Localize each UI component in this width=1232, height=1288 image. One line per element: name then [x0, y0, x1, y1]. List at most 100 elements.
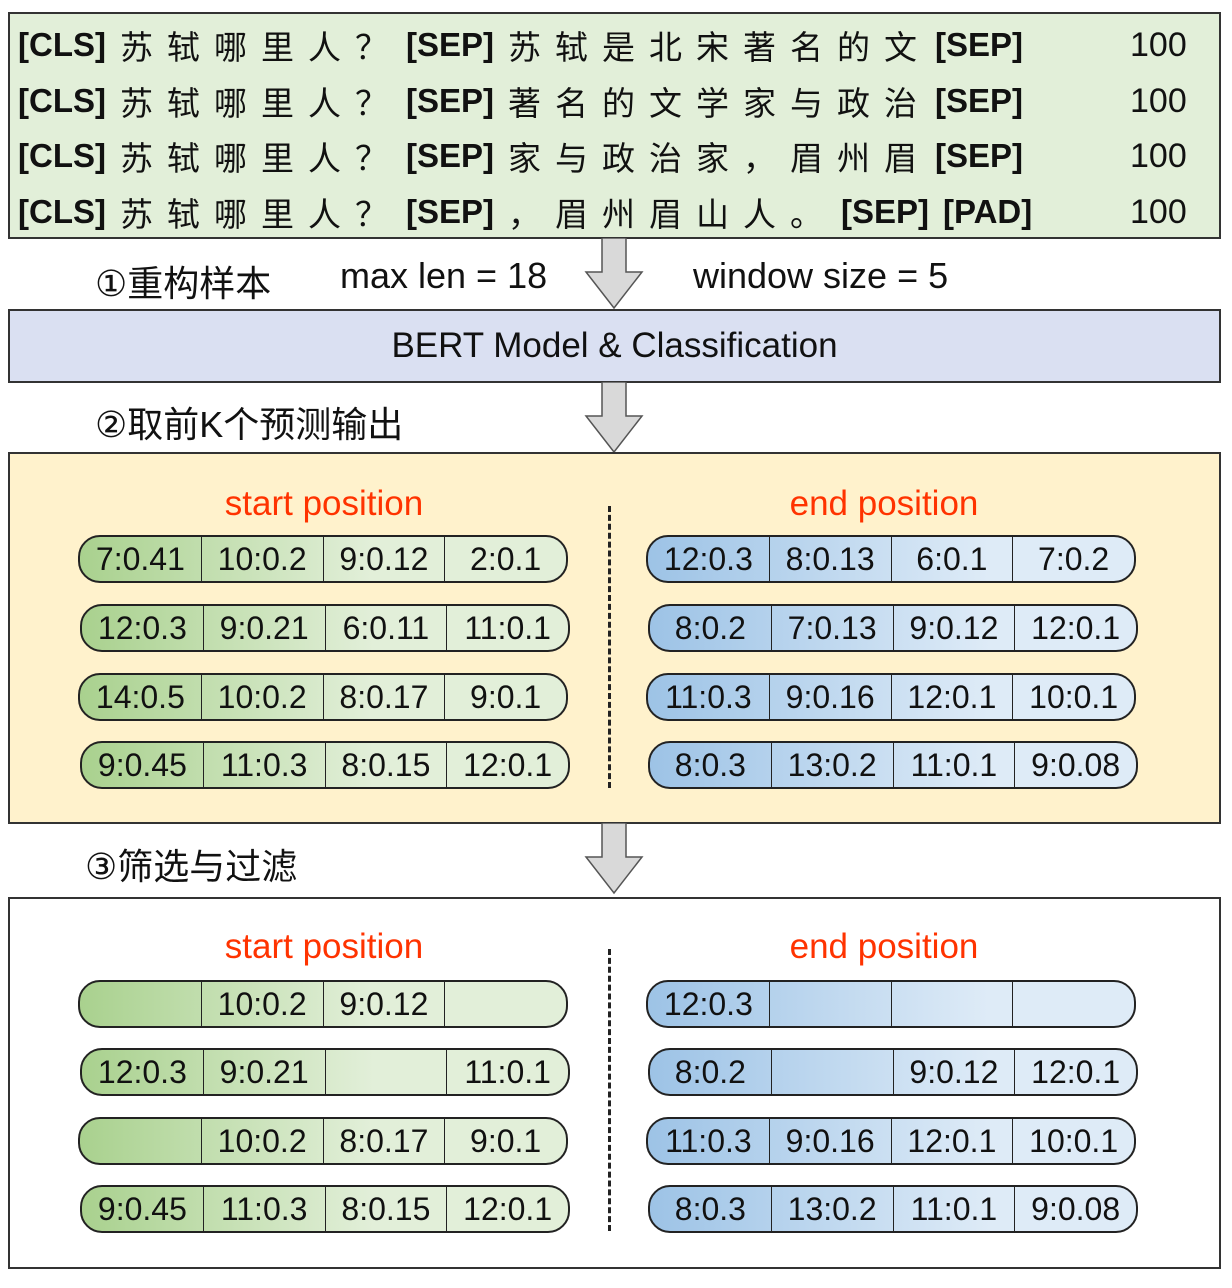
position-score-cell: 11:0.1	[446, 1050, 568, 1094]
end-position-topk-row: 11:0.3 9:0.16 12:0.1 10:0.1	[646, 673, 1136, 721]
end-position-topk-row: 8:0.3 13:0.2 11:0.1 9:0.08	[648, 741, 1138, 789]
position-score-cell: 11:0.3	[665, 1122, 752, 1159]
position-score-cell: 10:0.2	[200, 675, 323, 719]
position-score-cell: 12:0.3	[663, 985, 753, 1022]
dashed-divider	[608, 949, 611, 1231]
position-score-cell: 11:0.3	[202, 1187, 325, 1231]
position-score-cell: 8:0.3	[674, 746, 746, 783]
position-score-cell: 9:0.12	[892, 1050, 1015, 1094]
end-position-topk-row: 8:0.2 7:0.13 9:0.12 12:0.1	[648, 604, 1138, 652]
start-position-topk-row: 7:0.41 10:0.2 9:0.12 2:0.1	[78, 535, 568, 583]
position-score-cell: 12:0.1	[446, 743, 568, 787]
sample-text: 家与政治家，眉州眉	[508, 140, 931, 177]
position-score-cell: 8:0.13	[768, 537, 891, 581]
sample-text: 苏轼哪里人？	[119, 195, 402, 233]
position-score-cell: 6:0.11	[324, 606, 447, 650]
special-token: [SEP]	[935, 137, 1024, 174]
arrow-down-icon	[584, 238, 644, 310]
sample-text: 著名的文学家与政治	[508, 84, 931, 122]
position-score-cell: 12:0.1	[890, 1119, 1013, 1163]
position-score-cell: 11:0.3	[202, 743, 325, 787]
bert-model-box: BERT Model & Classification	[8, 309, 1221, 383]
position-score-cell	[444, 982, 566, 1026]
position-score-cell: 12:0.3	[97, 609, 187, 646]
input-sample-row: [CLS] 苏轼哪里人？ [SEP] 苏轼是北宋著名的文 [SEP]	[18, 20, 1037, 70]
end-position-title: end position	[789, 927, 979, 966]
sample-score: 100	[1130, 81, 1187, 120]
position-score-cell: 9:0.12	[322, 982, 445, 1026]
position-score-cell: 9:0.16	[768, 1119, 891, 1163]
position-score-cell: 10:0.2	[200, 1119, 323, 1163]
start-position-topk-row: 14:0.5 10:0.2 8:0.17 9:0.1	[78, 673, 568, 721]
start-position-title: start position	[224, 484, 424, 523]
position-score-cell: 8:0.15	[324, 743, 447, 787]
special-token: [SEP]	[405, 192, 494, 230]
position-score-cell: 11:0.1	[892, 1187, 1015, 1231]
position-score-cell: 9:0.21	[202, 1050, 325, 1094]
position-score-cell: 9:0.45	[97, 746, 187, 783]
position-score-cell: 13:0.2	[770, 1187, 893, 1231]
sample-text: 苏轼哪里人？	[119, 84, 402, 122]
position-score-cell: 12:0.1	[1014, 1050, 1136, 1094]
step3-label: ③筛选与过滤	[85, 846, 298, 887]
sample-text: ，眉州眉山人。	[508, 195, 837, 233]
position-score-cell: 12:0.1	[890, 675, 1013, 719]
special-token: [PAD]	[943, 192, 1033, 230]
position-score-cell: 8:0.17	[322, 1119, 445, 1163]
position-score-cell: 11:0.3	[665, 678, 752, 715]
input-sample-row: [CLS] 苏轼哪里人？ [SEP] 著名的文学家与政治 [SEP]	[18, 76, 1037, 126]
special-token: [SEP]	[935, 81, 1024, 119]
sample-score: 100	[1130, 137, 1187, 175]
input-samples-box: [CLS] 苏轼哪里人？ [SEP] 苏轼是北宋著名的文 [SEP] 100 [CLS] 苏轼…	[8, 12, 1221, 239]
end-position-title: end position	[789, 484, 979, 523]
position-score-cell: 9:0.08	[1014, 743, 1136, 787]
end-position-topk-row: 8:0.2 9:0.12 12:0.1	[648, 1048, 1138, 1096]
position-score-cell: 7:0.13	[770, 606, 893, 650]
position-score-cell: 9:0.08	[1014, 1187, 1136, 1231]
position-score-cell	[80, 1119, 201, 1163]
position-score-cell: 9:0.12	[322, 537, 445, 581]
end-position-topk-row: 12:0.3	[646, 980, 1136, 1028]
special-token: [CLS]	[18, 192, 106, 230]
position-score-cell: 2:0.1	[444, 537, 566, 581]
position-score-cell: 9:0.21	[202, 606, 325, 650]
position-score-cell	[770, 1050, 893, 1094]
position-score-cell	[80, 982, 201, 1026]
position-score-cell: 12:0.1	[1014, 606, 1136, 650]
position-score-cell	[890, 982, 1013, 1026]
position-score-cell: 12:0.3	[97, 1053, 187, 1090]
position-score-cell: 11:0.1	[892, 743, 1015, 787]
position-score-cell: 14:0.5	[95, 678, 185, 715]
start-position-topk-row: 10:0.2 9:0.12	[78, 980, 568, 1028]
position-score-cell: 8:0.3	[674, 1190, 746, 1227]
sample-score: 100	[1130, 26, 1187, 64]
arrow-down-icon	[584, 382, 644, 454]
position-score-cell: 8:0.2	[674, 609, 746, 646]
position-score-cell: 10:0.2	[200, 982, 323, 1026]
input-sample-row: [CLS] 苏轼哪里人？ [SEP] 家与政治家，眉州眉 [SEP]	[18, 131, 1037, 181]
position-score-cell: 9:0.1	[444, 1119, 566, 1163]
sample-text: 苏轼是北宋著名的文	[508, 29, 931, 66]
sample-score: 100	[1130, 192, 1187, 231]
position-score-cell: 9:0.12	[892, 606, 1015, 650]
position-score-cell: 12:0.1	[446, 1187, 568, 1231]
step2-label: ②取前K个预测输出	[95, 404, 404, 445]
bert-model-label: BERT Model & Classification	[391, 326, 838, 365]
special-token: [SEP]	[405, 137, 494, 174]
position-score-cell: 10:0.1	[1012, 675, 1134, 719]
position-score-cell: 13:0.2	[770, 743, 893, 787]
sample-text: 苏轼哪里人？	[119, 29, 402, 66]
position-score-cell	[324, 1050, 447, 1094]
topk-panel: start position end position 7:0.41 10:0.2…	[8, 452, 1221, 824]
position-score-cell: 9:0.1	[444, 675, 566, 719]
position-score-cell: 12:0.3	[663, 540, 753, 577]
position-score-cell: 6:0.1	[890, 537, 1013, 581]
position-score-cell: 10:0.2	[200, 537, 323, 581]
position-score-cell: 9:0.16	[768, 675, 891, 719]
position-score-cell	[768, 982, 891, 1026]
position-score-cell: 7:0.2	[1012, 537, 1134, 581]
start-position-topk-row: 12:0.3 9:0.21 11:0.1	[80, 1048, 570, 1096]
position-score-cell: 11:0.1	[446, 606, 568, 650]
window-size-label: window size = 5	[693, 255, 949, 296]
dashed-divider	[608, 506, 611, 788]
